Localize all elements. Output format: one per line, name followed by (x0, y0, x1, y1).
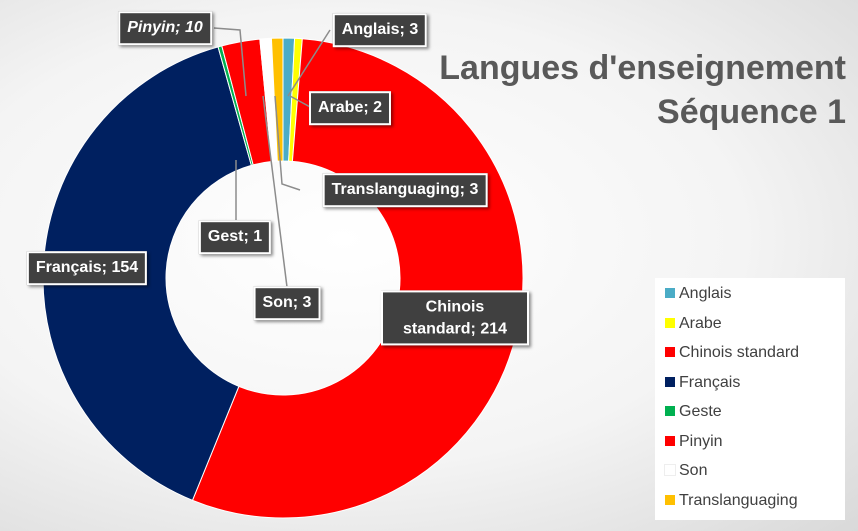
leader-lines (213, 27, 331, 288)
chart-title: Langues d'enseignement Séquence 1 (439, 49, 846, 132)
donut (42, 37, 524, 519)
legend-item: Geste (665, 402, 722, 422)
legend-label: Son (679, 462, 708, 479)
legend-label: Translanguaging (679, 491, 798, 509)
legend-swatch (665, 494, 675, 505)
leader-line (274, 95, 301, 191)
legend-label: Chinois standard (679, 344, 800, 361)
legend-swatch (665, 406, 675, 416)
legend-item: Anglais (665, 284, 731, 304)
leader-line (213, 27, 247, 97)
legend-item: Pinyin (665, 432, 723, 452)
slice (42, 46, 252, 501)
leader-line (289, 95, 313, 109)
legend-item: Son (664, 461, 708, 481)
data-label: Chinois standard; 214 (381, 290, 529, 346)
legend-label: Pinyin (679, 432, 723, 450)
data-label: Pinyin; 10 (118, 11, 212, 45)
legend-swatch (664, 464, 676, 476)
legend-item: Arabe (665, 314, 722, 334)
legend-swatch (665, 376, 675, 387)
legend-item: Chinois standard (665, 343, 799, 363)
legend-swatch (665, 317, 675, 328)
data-label: Anglais; 3 (332, 13, 428, 47)
data-label: Gest; 1 (198, 220, 272, 254)
legend-swatch (665, 347, 675, 357)
legend-swatch (665, 435, 675, 446)
leader-line (287, 29, 331, 97)
slice (191, 38, 524, 519)
legend: Anglais Arabe Chinois standard Français Gest… (655, 278, 845, 520)
data-label: Arabe; 2 (308, 91, 392, 125)
legend-label: Arabe (679, 314, 722, 332)
leader-line (262, 95, 288, 288)
legend-item: Français (665, 373, 740, 393)
legend-item: Translanguaging (665, 491, 798, 511)
data-label: Son; 3 (253, 286, 321, 320)
data-label: Français; 154 (26, 251, 148, 285)
legend-swatch (665, 288, 675, 298)
data-label: Translanguaging; 3 (322, 173, 488, 207)
legend-label: Français (679, 373, 741, 391)
legend-label: Anglais (679, 285, 732, 302)
legend-label: Geste (679, 403, 722, 420)
slice (270, 37, 284, 162)
